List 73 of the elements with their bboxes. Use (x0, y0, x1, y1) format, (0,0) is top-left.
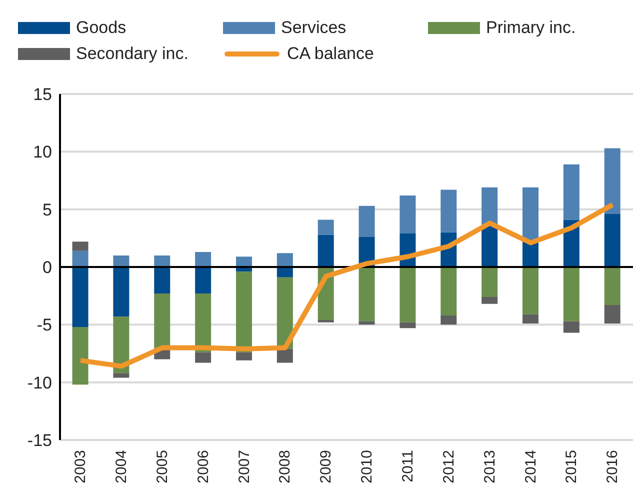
bar (195, 267, 212, 294)
bar (113, 267, 130, 317)
x-tick-label: 2016 (604, 450, 622, 484)
bar (318, 220, 334, 235)
bar (236, 272, 252, 352)
bar (113, 316, 130, 374)
bar (276, 253, 293, 267)
bar (604, 214, 620, 267)
bar (440, 190, 457, 232)
y-tick-label: 15 (33, 85, 52, 104)
y-tick-label: 0 (42, 258, 52, 278)
legend-label: CA balance (287, 44, 374, 64)
x-tick-label: 2005 (154, 450, 171, 484)
bar (113, 255, 130, 267)
legend-label: Secondary inc. (76, 44, 188, 64)
bar (482, 296, 498, 304)
bar (482, 225, 498, 267)
x-tick-label: 2014 (522, 450, 540, 484)
bar (154, 255, 170, 267)
x-tick-label: 2009 (318, 450, 335, 484)
bar (154, 294, 170, 349)
bar (358, 267, 375, 322)
bar (482, 187, 498, 226)
bar (72, 267, 88, 327)
bar (482, 267, 498, 297)
bar (276, 267, 293, 278)
bar (358, 321, 375, 325)
bar (400, 267, 416, 322)
bar (604, 305, 620, 324)
x-tick-label: 2012 (440, 450, 458, 484)
legend-label: Primary inc. (486, 18, 576, 38)
bar (72, 250, 88, 267)
bar (400, 322, 416, 328)
x-tick-label: 2011 (400, 450, 417, 482)
x-tick-label: 2004 (113, 450, 130, 484)
bar (195, 294, 212, 352)
bar (276, 277, 293, 349)
bar (563, 164, 580, 220)
x-tick-label: 2003 (72, 450, 90, 484)
bar (154, 267, 170, 294)
x-tick-label: 2007 (236, 450, 253, 484)
bar (113, 373, 130, 378)
bar (440, 267, 457, 316)
bar (358, 206, 375, 238)
bar (604, 267, 620, 306)
bar (195, 252, 212, 267)
bar (276, 348, 293, 363)
y-tick-label: -15 (27, 431, 52, 450)
legend-label: Services (281, 18, 346, 38)
bar (400, 195, 416, 234)
bar (195, 352, 212, 363)
bar (72, 326, 88, 385)
y-tick-label: 5 (42, 200, 52, 220)
bar (522, 267, 538, 314)
x-tick-label: 2008 (276, 450, 294, 484)
y-tick-label: 10 (33, 142, 52, 162)
bar (563, 321, 580, 333)
bar (318, 234, 334, 267)
bar (522, 314, 538, 324)
bar (440, 315, 457, 325)
bar (522, 187, 538, 242)
x-tick-label: 2006 (194, 450, 212, 484)
legend-label: Goods (76, 18, 126, 38)
bar (563, 267, 580, 322)
x-tick-label: 2015 (563, 450, 580, 484)
bar (72, 242, 88, 251)
bar (236, 256, 252, 267)
x-tick-label: 2010 (358, 450, 376, 484)
x-tick-label: 2013 (481, 450, 498, 484)
bar (604, 148, 620, 214)
bar (236, 352, 252, 360)
y-tick-label: -10 (27, 373, 52, 392)
y-tick-label: -5 (36, 316, 52, 335)
